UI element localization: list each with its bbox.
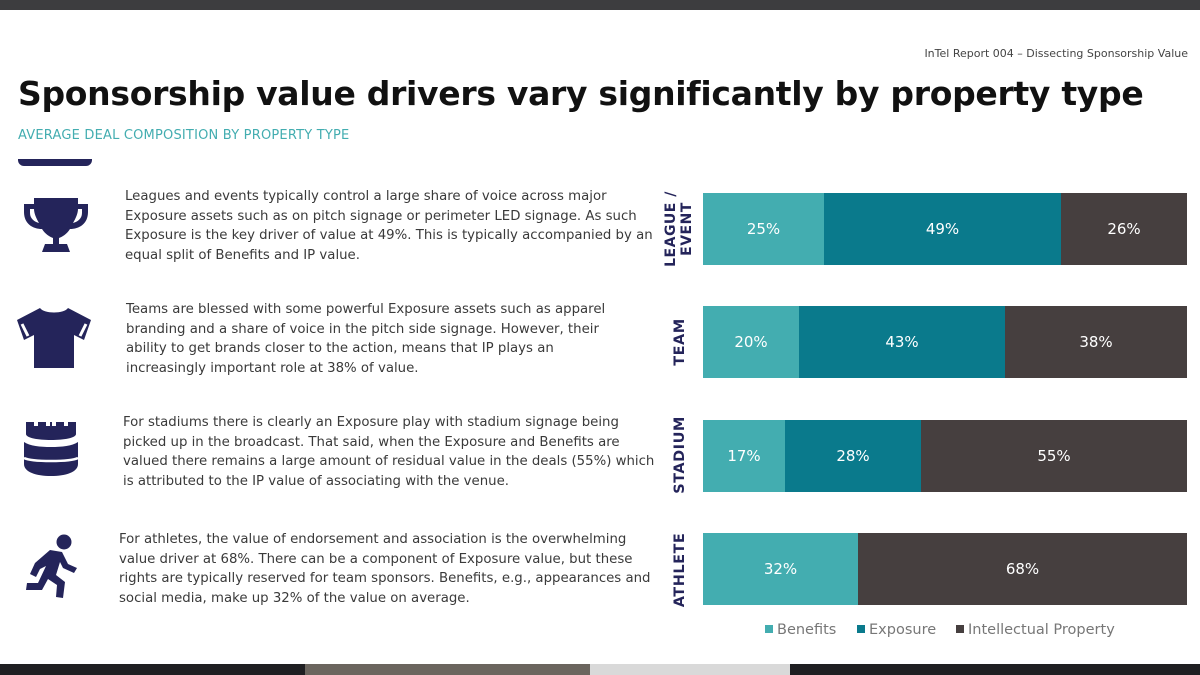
data-label-stadium-ip: 55%: [1037, 447, 1071, 465]
bottom-background-strip: [0, 664, 1200, 675]
data-label-team-benefits: 20%: [734, 333, 768, 351]
legend-swatch-exposure: [857, 625, 865, 633]
trophy-icon: [24, 198, 88, 252]
data-label-athlete-benefits: 32%: [763, 560, 798, 578]
data-label-stadium-exposure: 28%: [836, 447, 870, 465]
bar-segment-league-event-ip: 26%: [1061, 193, 1187, 265]
description-league-event: Leagues and events typically control a l…: [125, 189, 653, 263]
category-label-league-event: LEAGUE / EVENT: [663, 191, 695, 267]
legend-item-benefits: Benefits: [765, 622, 836, 638]
stadium-icon: [23, 422, 79, 476]
background-photo: [305, 664, 590, 675]
bar-segment-league-event-benefits: 25%: [703, 193, 824, 265]
subtitle-divider: [18, 159, 92, 166]
bar-segment-stadium-exposure: 28%: [785, 420, 921, 492]
bar-segment-athlete-ip: 68%: [858, 533, 1187, 605]
bar-stadium: 17% 28% 55%: [703, 420, 1187, 492]
bar-league-event: 25% 49% 26%: [703, 193, 1187, 265]
data-label-league-event-benefits: 25%: [746, 220, 781, 238]
bar-segment-stadium-benefits: 17%: [703, 420, 785, 492]
category-label-athlete: ATHLETE: [672, 532, 688, 608]
legend-label-exposure: Exposure: [869, 622, 937, 638]
bar-segment-team-ip: 38%: [1005, 306, 1187, 378]
data-label-team-ip: 38%: [1079, 333, 1113, 351]
legend-item-exposure: Exposure: [857, 622, 936, 638]
chart-subtitle: AVERAGE DEAL COMPOSITION BY PROPERTY TYP…: [18, 128, 350, 143]
data-label-team-exposure: 43%: [885, 333, 919, 351]
description-athlete: For athletes, the value of endorsement a…: [119, 532, 651, 606]
bar-segment-stadium-ip: 55%: [921, 420, 1187, 492]
category-label-team: TEAM: [672, 318, 688, 366]
legend-label-intellectual-property: Intellectual Property: [968, 622, 1115, 638]
bar-segment-team-exposure: 43%: [799, 306, 1005, 378]
description-team: Teams are blessed with some powerful Exp…: [126, 302, 606, 376]
data-label-league-event-exposure: 49%: [925, 220, 960, 238]
legend-swatch-intellectual-property: [956, 625, 964, 633]
runner-icon: [26, 534, 77, 598]
background-panel: [590, 664, 790, 675]
page-title: Sponsorship value drivers vary significa…: [18, 74, 1144, 113]
legend-swatch-benefits: [765, 625, 773, 633]
data-label-stadium-benefits: 17%: [727, 447, 761, 465]
data-label-league-event-ip: 26%: [1107, 220, 1141, 238]
bar-segment-athlete-benefits: 32%: [703, 533, 858, 605]
report-reference: InTel Report 004 – Dissecting Sponsorshi…: [924, 47, 1188, 60]
jersey-icon: [17, 308, 91, 368]
legend-item-intellectual-property: Intellectual Property: [956, 622, 1115, 638]
bar-team: 20% 43% 38%: [703, 306, 1187, 378]
data-label-athlete-ip: 68%: [1005, 560, 1040, 578]
description-stadium: For stadiums there is clearly an Exposur…: [123, 415, 655, 489]
legend-label-benefits: Benefits: [777, 622, 837, 638]
window-top-bar: [0, 0, 1200, 10]
bar-athlete: 32% 68%: [703, 533, 1187, 605]
bar-segment-league-event-exposure: 49%: [824, 193, 1061, 265]
category-label-stadium: STADIUM: [672, 416, 688, 494]
bar-segment-team-benefits: 20%: [703, 306, 799, 378]
